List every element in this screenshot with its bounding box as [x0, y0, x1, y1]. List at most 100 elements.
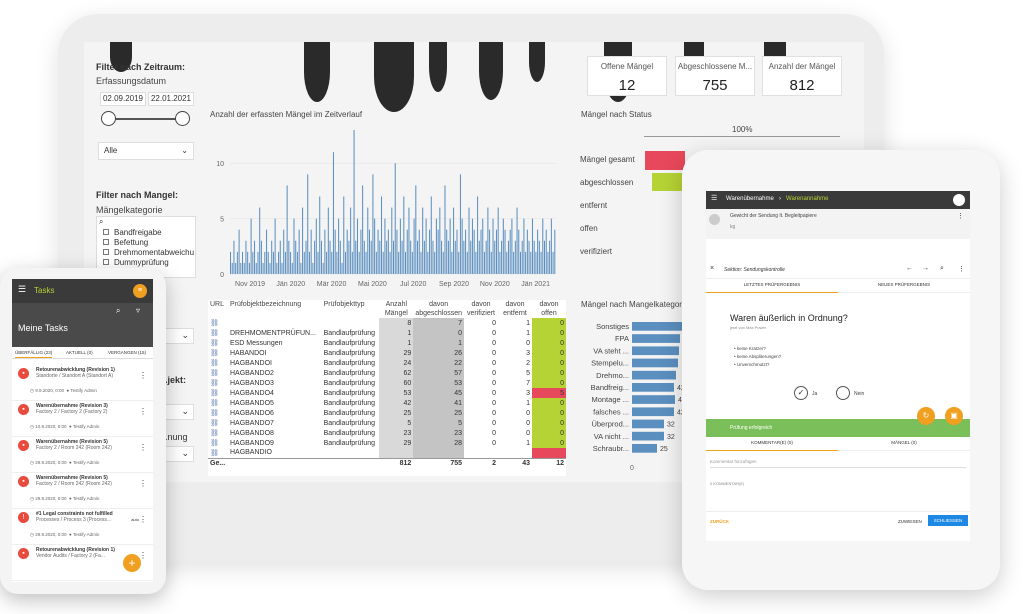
task-item[interactable]: ▪ Retourenabwicklung (Revision 1) Vendor A…	[12, 541, 153, 581]
menu-icon[interactable]: ☰	[18, 284, 27, 294]
slider-handle-end[interactable]	[175, 111, 190, 126]
arrow-right-icon[interactable]: →	[922, 265, 929, 272]
column-header[interactable]: davon abgeschlossen	[415, 301, 463, 317]
date-from-input[interactable]: 02.09.2019	[100, 92, 146, 106]
tab-defects[interactable]: MÄNGEL (0)	[891, 440, 917, 445]
category-checkbox[interactable]: Dummyprüfung	[103, 257, 195, 267]
link-icon[interactable]: ⛓	[210, 430, 219, 437]
timeline-bar	[394, 163, 396, 274]
table-row[interactable]: ⛓ ESD Messungen Bandlaufprüfung 1 1 0 0 0	[208, 338, 566, 348]
timeline-bar	[473, 229, 475, 274]
search-icon[interactable]: ⌕	[99, 217, 104, 226]
category-checkbox[interactable]: Bandfreigabe	[103, 227, 195, 237]
table-row[interactable]: ⛓ HABANDOI Bandlaufprüfung 29 26 0 3 0	[208, 348, 566, 358]
menu-icon[interactable]: ☰	[711, 195, 718, 202]
all-select[interactable]: Alle ⌄	[98, 142, 194, 160]
no-radio[interactable]	[836, 386, 850, 400]
category-checkbox[interactable]: Drehmomentabweichu	[103, 247, 195, 257]
breadcrumb-a[interactable]: Warenübernahme	[726, 196, 774, 202]
link-icon[interactable]: ⛓	[210, 400, 219, 407]
avatar[interactable]	[953, 194, 965, 206]
link-icon[interactable]: ⛓	[210, 360, 219, 367]
table-row[interactable]: ⛓ HAGBANDIO	[208, 448, 566, 458]
link-icon[interactable]: ⛓	[210, 390, 219, 397]
decor-top	[304, 42, 330, 102]
link-icon[interactable]: ⛓	[210, 340, 219, 347]
table-row[interactable]: ⛓ HAGBANDO5 Bandlaufprüfung 42 41 0 1 0	[208, 398, 566, 408]
assign-button[interactable]: ZUWEISEN	[898, 519, 922, 524]
tab-last-result[interactable]: LETZTES PRÜFERGEBNIS	[706, 279, 838, 293]
link-icon[interactable]: ⛓	[210, 350, 219, 357]
date-to-input[interactable]: 22.01.2021	[148, 92, 194, 106]
tab-new-result[interactable]: NEUES PRÜFERGEBNIS	[877, 282, 931, 287]
table-row[interactable]: ⛓ 8 7 0 1 0	[208, 318, 566, 328]
add-task-button[interactable]: +	[123, 554, 141, 572]
checkbox-icon[interactable]	[103, 229, 109, 235]
link-icon[interactable]: ⛓	[210, 440, 219, 447]
table-row[interactable]: ⛓ HAGBANDO7 Bandlaufprüfung 5 5 0 0 0	[208, 418, 566, 428]
tab-current[interactable]: AKTUELL (0)	[66, 350, 93, 355]
refresh-button[interactable]: ↻	[917, 407, 935, 425]
column-header[interactable]: Prüfobjektbezeichnung	[229, 301, 302, 308]
checkbox-icon[interactable]	[103, 239, 109, 245]
task-item[interactable]: ▪ Retourenabwicklung (Revision 1) Standort…	[12, 361, 153, 401]
table-row[interactable]: ⛓ HAGBANDO4 Bandlaufprüfung 53 45 0 3 5	[208, 388, 566, 398]
arrow-left-icon[interactable]: ←	[906, 265, 913, 272]
save-button[interactable]: ▣	[945, 407, 963, 425]
table-row[interactable]: ⛓ HAGBANDO9 Bandlaufprüfung 29 28 0 1 0	[208, 438, 566, 448]
link-icon[interactable]: ⛓	[210, 320, 219, 327]
task-item[interactable]: ▪ Warenübernahme (Revision 5) Factory 2 / …	[12, 433, 153, 473]
column-header[interactable]: davon offen	[539, 301, 559, 317]
task-item[interactable]: ▪ Warenübernahme (Revision 3) Factory 2 / …	[12, 397, 153, 437]
link-icon[interactable]: ⛓	[210, 410, 219, 417]
link-icon[interactable]: ⛓	[210, 370, 219, 377]
column-header[interactable]: davon entfernt	[503, 301, 527, 317]
checklist-text: Unverschmutzt?	[736, 362, 770, 367]
more-icon[interactable]: ⋮	[958, 266, 965, 273]
link-icon[interactable]: ⛓	[210, 420, 219, 427]
notification-icon[interactable]: ≡	[133, 284, 147, 298]
comment-input[interactable]: Kommentar hinzufügen	[710, 459, 966, 468]
table-row[interactable]: ⛓ DREHMOMENTPRÜFUN... Bandlaufprüfung 1 0 0 1 0	[208, 328, 566, 338]
checkbox-icon[interactable]	[103, 249, 109, 255]
checkbox-icon[interactable]	[103, 259, 109, 265]
date-slider-track[interactable]	[108, 118, 182, 120]
task-item[interactable]: ▪ Warenübernahme (Revision 5) Factory 2 / …	[12, 469, 153, 509]
link-icon[interactable]: ⛓	[210, 449, 219, 457]
timeline-bar	[453, 207, 455, 274]
yes-radio[interactable]: ✓	[794, 386, 808, 400]
filter-icon[interactable]: ▿	[136, 306, 141, 315]
column-header[interactable]: Anzahl Mängel	[384, 301, 408, 317]
category-checkbox[interactable]: Befettung	[103, 237, 195, 247]
object-select[interactable]: ⌄	[160, 328, 194, 344]
tab-overdue[interactable]: ÜBERFÄLLIG (23)	[15, 350, 53, 358]
more-icon[interactable]: ⋮	[139, 371, 147, 380]
task-item[interactable]: ! #1 Legal constraints not fulfilled Proce…	[12, 505, 153, 545]
close-icon[interactable]: ×	[710, 265, 715, 272]
tab-past[interactable]: VERGANGEN (15)	[108, 350, 147, 355]
tab-comments[interactable]: KOMMENTAR(E) (0)	[706, 437, 838, 451]
table-row[interactable]: ⛓ HAGBANDO6 Bandlaufprüfung 25 25 0 0 0	[208, 408, 566, 418]
slider-handle-start[interactable]	[101, 111, 116, 126]
breadcrumb-b[interactable]: Warenannahme	[786, 196, 829, 202]
column-header[interactable]: Prüfobjekttyp	[323, 301, 365, 308]
more-icon[interactable]: ⋮	[957, 213, 964, 220]
link-icon[interactable]: ⛓	[210, 330, 219, 337]
back-button[interactable]: ZURÜCK	[710, 519, 729, 524]
more-icon[interactable]: ⋮	[139, 479, 147, 488]
more-icon[interactable]: ⋮	[139, 551, 147, 560]
table-row[interactable]: ⛓ HAGBANDO3 Bandlaufprüfung 60 53 0 7 0	[208, 378, 566, 388]
column-header[interactable]: davon verifiziert	[466, 301, 495, 317]
search-icon[interactable]: ⌕	[940, 265, 944, 272]
timeline-bar	[314, 240, 316, 274]
more-icon[interactable]: ⋮	[139, 407, 147, 416]
close-button[interactable]: SCHLIESSEN	[928, 515, 968, 526]
more-icon[interactable]: ⋮	[139, 443, 147, 452]
search-icon[interactable]: ⌕	[116, 306, 121, 315]
table-row[interactable]: ⛓ HAGBANDO8 Bandlaufprüfung 23 23 0 0 0	[208, 428, 566, 438]
more-icon[interactable]: ⋮	[139, 515, 147, 524]
table-row[interactable]: ⛓ HAGBANDOI Bandlaufprüfung 24 22 0 2 0	[208, 358, 566, 368]
table-row[interactable]: ⛓ HAGBANDO2 Bandlaufprüfung 62 57 0 5 0	[208, 368, 566, 378]
link-icon[interactable]: ⛓	[210, 380, 219, 387]
column-header[interactable]: URL	[210, 301, 225, 308]
